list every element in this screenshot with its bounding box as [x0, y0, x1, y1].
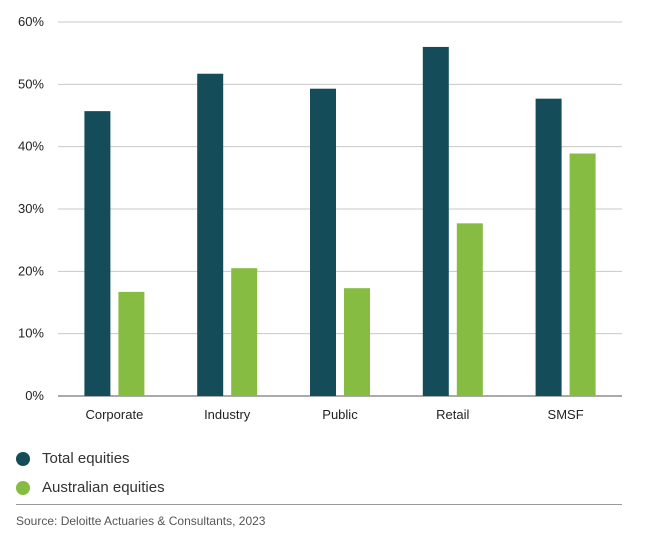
bar-australian-equities-industry — [231, 268, 258, 396]
legend-label-australian-equities: Australian equities — [42, 479, 165, 496]
bars — [84, 46, 596, 397]
legend-label-total-equities: Total equities — [42, 450, 130, 467]
y-tick-label: 30% — [18, 201, 44, 216]
y-tick-label: 60% — [18, 14, 44, 29]
bar-total-equities-smsf — [535, 98, 562, 397]
x-axis: Corporate Industry Public Retail SMSF — [85, 407, 583, 422]
y-tick-label: 20% — [18, 263, 44, 278]
bar-total-equities-retail — [422, 46, 449, 396]
x-tick-label: Public — [322, 407, 358, 422]
bar-total-equities-public — [310, 88, 336, 397]
y-tick-label: 40% — [18, 139, 44, 154]
legend: Total equities Australian equities — [16, 444, 165, 502]
x-tick-label: Retail — [436, 407, 469, 422]
gridlines — [58, 21, 622, 397]
bar-australian-equities-smsf — [569, 153, 596, 396]
bar-australian-equities-corporate — [118, 291, 145, 396]
y-tick-label: 50% — [18, 76, 44, 91]
x-tick-label: Industry — [204, 407, 251, 422]
bar-chart: 0% 10% 20% 30% 40% 50% 60% Corporate Industry Pu… — [18, 14, 622, 422]
x-tick-label: SMSF — [548, 407, 584, 422]
y-tick-label: 0% — [25, 388, 44, 403]
legend-swatch-total-equities — [16, 451, 30, 466]
legend-swatch-australian-equities — [16, 480, 30, 495]
bar-australian-equities-retail — [456, 223, 483, 396]
bar-total-equities-corporate — [84, 111, 111, 397]
legend-item-australian-equities: Australian equities — [16, 473, 165, 502]
legend-item-total-equities: Total equities — [16, 444, 165, 473]
y-tick-label: 10% — [18, 326, 44, 341]
divider — [16, 504, 622, 505]
y-axis: 0% 10% 20% 30% 40% 50% 60% — [18, 14, 44, 403]
x-tick-label: Corporate — [85, 407, 143, 422]
bar-total-equities-industry — [197, 73, 224, 396]
bar-australian-equities-public — [344, 288, 370, 396]
source-note: Source: Deloitte Actuaries & Consultants… — [16, 514, 266, 528]
